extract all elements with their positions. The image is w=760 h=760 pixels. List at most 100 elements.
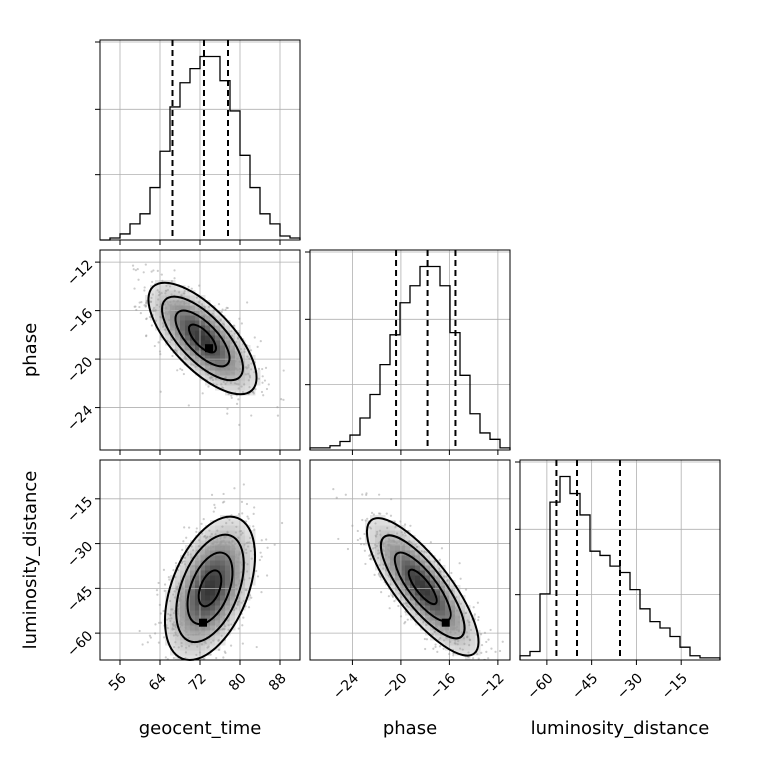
scatter-point [235,340,238,344]
scatter-point [190,664,192,666]
scatter-point [248,374,251,377]
scatter-point [152,306,156,310]
density-cell [435,590,441,596]
scatter-point [273,543,276,546]
scatter-point [472,657,475,660]
scatter-point [202,361,205,364]
scatter-point [378,529,382,532]
scatter-point [230,334,234,337]
density-cell [155,290,161,296]
scatter-point [441,630,444,633]
scatter-point [184,623,187,626]
scatter-point [438,645,442,648]
scatter-point [134,269,137,272]
scatter-point [228,604,231,607]
density-cell [450,585,456,591]
density-cell [465,640,471,646]
scatter-point [224,382,227,386]
density-cell [405,545,411,551]
density-cell [450,645,456,651]
scatter-point [438,567,441,570]
scatter-point [469,628,473,631]
xtick-label-geocent_time: 72 [186,670,210,694]
scatter-point [479,633,483,636]
density-cell [235,385,241,391]
density-cell [155,315,161,321]
scatter-point [431,633,434,636]
density-cell [185,295,191,301]
density-cell [220,640,226,646]
density-cell [240,540,246,546]
density-cell [235,365,241,371]
scatter-point [390,498,393,501]
scatter-point [186,553,190,556]
scatter-point [402,602,405,605]
density-cell [200,650,206,656]
scatter-point [368,526,371,529]
scatter-point [253,336,256,339]
xlabel-geocent_time: geocent_time [139,718,262,739]
density-cell [185,345,191,351]
density-cell [370,540,376,546]
scatter-point [456,643,459,646]
scatter-point [172,634,176,637]
scatter-point [143,286,146,289]
scatter-point [158,603,161,606]
scatter-point [467,621,470,624]
density-cell [455,645,461,651]
scatter-point [442,575,446,578]
scatter-point [151,293,154,296]
density-cell [420,610,426,616]
scatter-point [406,618,409,621]
scatter-point [188,626,191,629]
density-cell [180,595,186,601]
scatter-point [276,406,279,409]
density-cell [465,625,471,631]
scatter-point [229,536,232,540]
density-cell [425,555,431,561]
scatter-point [188,645,191,648]
scatter-point [444,591,448,595]
contour-geocent_time-vs-luminosity_distance [197,569,223,608]
scatter-point [195,665,197,667]
scatter-point [404,602,407,605]
density-cell [200,570,206,576]
contour-geocent_time-vs-phase [161,295,244,382]
density-cell [245,580,251,586]
density-cell [185,640,191,646]
scatter-point [457,621,460,624]
scatter-point [217,620,220,624]
density-cell [235,370,241,376]
scatter-point [231,548,234,551]
density-cell [220,315,226,321]
scatter-point [131,264,135,267]
scatter-point [185,646,188,649]
scatter-point [164,666,166,668]
scatter-point [201,532,204,535]
scatter-point [455,596,458,599]
scatter-point [448,652,451,656]
scatter-point [365,493,368,496]
scatter-point [186,584,189,587]
density-cell [375,525,381,531]
scatter-point [195,530,198,533]
scatter-point [394,526,397,529]
scatter-point [183,357,186,360]
scatter-point [359,537,362,540]
scatter-point [171,627,174,630]
scatter-point [280,398,283,401]
scatter-point [209,547,212,550]
xtick-label-geocent_time: 64 [146,670,170,694]
scatter-point [222,656,225,659]
density-cell [205,585,211,591]
scatter-point [369,557,372,561]
density-cell [440,615,446,621]
scatter-point [374,546,377,549]
scatter-point [200,554,203,557]
scatter-point [158,293,162,296]
scatter-point [386,526,389,530]
scatter-point [212,639,215,642]
scatter-point [256,575,260,578]
density-cell [200,335,206,341]
scatter-point [164,656,167,659]
